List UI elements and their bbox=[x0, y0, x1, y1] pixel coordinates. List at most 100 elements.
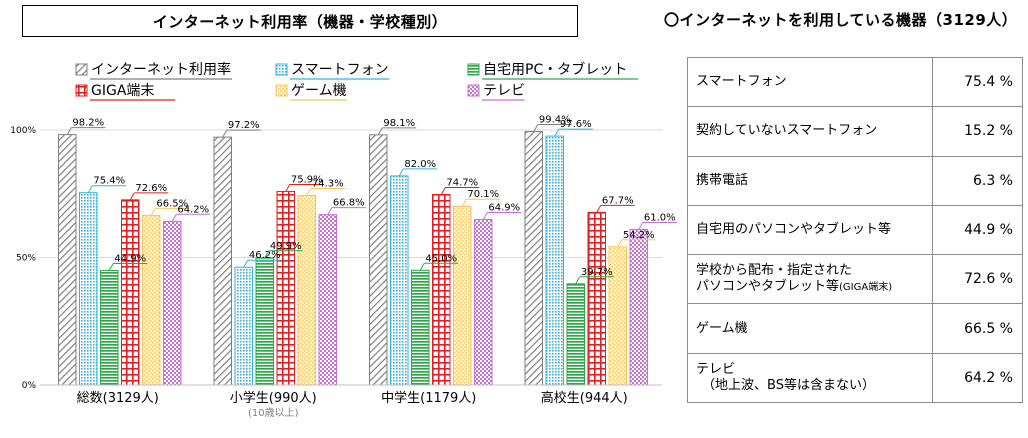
leader-giga-3 bbox=[596, 205, 602, 213]
leader-game-1 bbox=[306, 188, 312, 196]
legend-swatch-game bbox=[275, 84, 288, 97]
leader-internet-2 bbox=[377, 127, 383, 136]
leader-smartphone-3 bbox=[554, 128, 560, 137]
legend-swatch-smartphone bbox=[275, 63, 288, 76]
bar-smartphone-2 bbox=[390, 175, 409, 386]
bar-pc_tablet-2 bbox=[411, 269, 430, 386]
bar-tv-3 bbox=[629, 228, 648, 386]
bar-pc_tablet-1 bbox=[255, 257, 274, 386]
data-label-tv-2: 64.9% bbox=[488, 203, 520, 214]
bar-giga-1 bbox=[276, 190, 295, 386]
device-value: 64.2 % bbox=[932, 352, 1023, 404]
data-label-internet-2: 98.1% bbox=[383, 118, 415, 129]
data-label-giga-0: 72.6% bbox=[135, 183, 167, 194]
legend-swatch-giga bbox=[75, 84, 88, 97]
y-tick-label: 50% bbox=[16, 254, 36, 264]
bar-giga-2 bbox=[432, 194, 451, 386]
data-label-game-0: 66.5% bbox=[156, 198, 188, 209]
data-label-giga-1: 75.9% bbox=[291, 174, 323, 185]
leader-game-2 bbox=[461, 198, 467, 207]
bar-internet-0 bbox=[58, 134, 77, 386]
leader-tv-0 bbox=[171, 214, 177, 222]
data-label-giga-2: 74.7% bbox=[446, 178, 478, 189]
legend-label-giga: GIGA端末 bbox=[91, 83, 154, 99]
leader-pc_tablet-2 bbox=[419, 263, 425, 271]
leader-giga-0 bbox=[129, 192, 135, 201]
data-label-smartphone-3: 97.6% bbox=[560, 119, 592, 130]
bar-internet-2 bbox=[369, 134, 388, 386]
legend-label-internet: インターネット利用率 bbox=[91, 61, 231, 78]
legend-label-pc_tablet: 自宅用PC・タブレット bbox=[483, 61, 627, 78]
leader-tv-3 bbox=[638, 222, 644, 230]
data-label-pc_tablet-0: 44.9% bbox=[114, 254, 146, 265]
device-row: 契約していないスマートフォン 15.2 % bbox=[687, 106, 1023, 157]
bar-smartphone-1 bbox=[234, 266, 253, 386]
x-tick-label: 総数(3129人) bbox=[77, 391, 159, 406]
bar-tv-0 bbox=[163, 220, 182, 386]
leader-game-3 bbox=[617, 239, 623, 248]
leader-pc_tablet-0 bbox=[108, 263, 114, 271]
data-label-internet-3: 99.4% bbox=[539, 115, 571, 126]
device-label: ゲーム機 bbox=[687, 303, 933, 354]
device-row: 自宅用のパソコンやタブレット等 44.9 % bbox=[687, 204, 1023, 256]
leader-smartphone-1 bbox=[243, 259, 249, 268]
leader-tv-2 bbox=[482, 212, 488, 220]
y-tick-label: 100% bbox=[10, 126, 36, 136]
bar-giga-0 bbox=[121, 199, 140, 386]
device-value: 6.3 % bbox=[932, 155, 1023, 206]
leader-game-0 bbox=[150, 208, 156, 216]
chart-title: インターネット利用率（機器・学校種別） bbox=[22, 5, 578, 37]
device-usage-table: スマートフォン 75.4 % 契約していないスマートフォン 15.2 % 携帯電話 6.3… bbox=[687, 56, 1023, 404]
leader-giga-2 bbox=[440, 187, 446, 195]
bar-game-2 bbox=[453, 205, 472, 386]
leader-giga-1 bbox=[285, 184, 291, 192]
x-tick-sublabel: (10歳以上) bbox=[248, 407, 299, 419]
leader-internet-3 bbox=[533, 124, 539, 132]
device-label: 自宅用のパソコンやタブレット等 bbox=[687, 204, 933, 256]
data-label-smartphone-0: 75.4% bbox=[93, 176, 125, 187]
bar-pc_tablet-0 bbox=[100, 270, 119, 386]
data-label-tv-1: 66.8% bbox=[333, 198, 365, 209]
leader-pc_tablet-3 bbox=[575, 276, 581, 285]
device-row: 携帯電話 6.3 % bbox=[687, 155, 1023, 206]
legend-swatch-pc_tablet bbox=[467, 63, 480, 76]
device-label: 学校から配布・指定された パソコンやタブレット等(GIGA端末) bbox=[687, 254, 933, 305]
data-label-tv-3: 61.0% bbox=[644, 212, 676, 223]
data-label-internet-0: 98.2% bbox=[72, 118, 104, 129]
legend-label-game: ゲーム機 bbox=[291, 83, 347, 99]
leader-smartphone-2 bbox=[398, 168, 404, 177]
leader-smartphone-0 bbox=[87, 185, 93, 193]
device-label: テレビ （地上波、BS等は含まない） bbox=[687, 352, 933, 404]
data-label-smartphone-2: 82.0% bbox=[404, 159, 436, 170]
bar-internet-3 bbox=[524, 131, 543, 386]
device-row: 学校から配布・指定された パソコンやタブレット等(GIGA端末) 72.6 % bbox=[687, 254, 1023, 305]
legend-label-smartphone: スマートフォン bbox=[291, 62, 389, 78]
leader-tv-1 bbox=[327, 207, 333, 215]
bar-tv-1 bbox=[318, 214, 337, 386]
x-tick-label: 中学生(1179人) bbox=[381, 390, 476, 406]
bar-giga-3 bbox=[587, 211, 606, 386]
bar-smartphone-0 bbox=[79, 192, 98, 386]
data-label-pc_tablet-3: 39.7% bbox=[581, 267, 613, 278]
leader-internet-1 bbox=[222, 129, 228, 138]
data-label-giga-3: 67.7% bbox=[602, 195, 634, 206]
bar-tv-2 bbox=[474, 219, 493, 386]
device-label: 携帯電話 bbox=[687, 155, 933, 206]
device-value: 75.4 % bbox=[932, 56, 1023, 108]
device-label: スマートフォン bbox=[687, 56, 933, 108]
bar-pc_tablet-3 bbox=[566, 283, 585, 386]
legend-swatch-tv bbox=[467, 84, 480, 97]
device-value: 44.9 % bbox=[932, 204, 1023, 256]
leader-pc_tablet-1 bbox=[264, 250, 270, 259]
data-label-internet-1: 97.2% bbox=[228, 120, 260, 131]
legend-swatch-internet bbox=[75, 63, 88, 76]
data-label-game-2: 70.1% bbox=[467, 189, 499, 200]
legend-label-tv: テレビ bbox=[483, 83, 525, 99]
bar-game-1 bbox=[297, 195, 316, 386]
device-value: 15.2 % bbox=[932, 106, 1023, 157]
bar-game-0 bbox=[142, 214, 161, 386]
device-value: 72.6 % bbox=[932, 254, 1023, 305]
data-label-game-3: 54.2% bbox=[623, 230, 655, 241]
device-row: テレビ （地上波、BS等は含まない） 64.2 % bbox=[687, 352, 1023, 404]
data-label-pc_tablet-1: 49.9% bbox=[270, 241, 302, 252]
